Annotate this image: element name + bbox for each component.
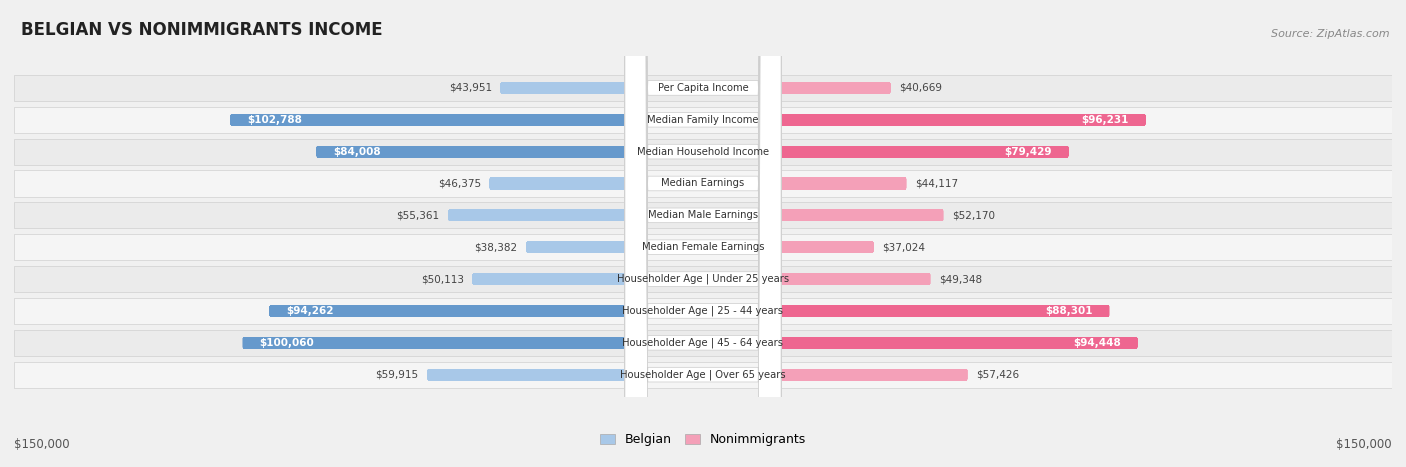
Text: Median Earnings: Median Earnings [661,178,745,189]
Text: $88,301: $88,301 [1045,306,1092,316]
FancyBboxPatch shape [270,305,624,317]
Bar [14,266,1392,292]
Text: $94,262: $94,262 [287,306,333,316]
FancyBboxPatch shape [782,113,1144,126]
FancyBboxPatch shape [624,0,782,467]
Text: $150,000: $150,000 [1336,438,1392,451]
Bar [14,361,1392,388]
Text: $43,951: $43,951 [449,83,492,93]
Bar [14,170,1392,197]
FancyBboxPatch shape [782,241,873,253]
Bar [14,298,1392,324]
Bar [14,234,1392,260]
Text: BELGIAN VS NONIMMIGRANTS INCOME: BELGIAN VS NONIMMIGRANTS INCOME [21,21,382,39]
FancyBboxPatch shape [782,273,929,285]
Bar [14,75,1392,101]
FancyBboxPatch shape [782,82,890,94]
FancyBboxPatch shape [624,0,782,467]
FancyBboxPatch shape [318,146,624,158]
Bar [14,139,1392,165]
FancyBboxPatch shape [624,0,782,467]
Text: $84,008: $84,008 [333,147,381,156]
FancyBboxPatch shape [624,0,782,467]
FancyBboxPatch shape [624,0,782,467]
Text: $37,024: $37,024 [882,242,925,252]
Text: Householder Age | Under 25 years: Householder Age | Under 25 years [617,274,789,284]
Text: $96,231: $96,231 [1081,115,1129,125]
FancyBboxPatch shape [449,209,624,221]
FancyBboxPatch shape [624,0,782,467]
Text: Source: ZipAtlas.com: Source: ZipAtlas.com [1271,29,1389,39]
Text: $79,429: $79,429 [1004,147,1052,156]
Text: $102,788: $102,788 [247,115,302,125]
Text: Per Capita Income: Per Capita Income [658,83,748,93]
FancyBboxPatch shape [782,337,1137,349]
Text: $100,060: $100,060 [260,338,315,348]
Text: $46,375: $46,375 [437,178,481,189]
FancyBboxPatch shape [501,82,624,94]
FancyBboxPatch shape [782,305,1108,317]
FancyBboxPatch shape [782,209,942,221]
Bar [14,106,1392,133]
FancyBboxPatch shape [624,0,782,467]
FancyBboxPatch shape [231,113,624,126]
FancyBboxPatch shape [427,368,624,381]
Text: Median Family Income: Median Family Income [647,115,759,125]
Text: $49,348: $49,348 [939,274,981,284]
FancyBboxPatch shape [527,241,624,253]
FancyBboxPatch shape [782,368,967,381]
FancyBboxPatch shape [782,146,1067,158]
Text: $57,426: $57,426 [976,370,1019,380]
Text: Householder Age | Over 65 years: Householder Age | Over 65 years [620,369,786,380]
Text: $150,000: $150,000 [14,438,70,451]
Text: $59,915: $59,915 [375,370,419,380]
FancyBboxPatch shape [243,337,624,349]
FancyBboxPatch shape [624,0,782,467]
Text: $55,361: $55,361 [396,210,440,220]
Text: $94,448: $94,448 [1073,338,1121,348]
FancyBboxPatch shape [624,0,782,467]
Text: Median Household Income: Median Household Income [637,147,769,156]
Text: $44,117: $44,117 [915,178,957,189]
FancyBboxPatch shape [782,177,905,190]
Text: $40,669: $40,669 [898,83,942,93]
FancyBboxPatch shape [491,177,624,190]
Text: Householder Age | 45 - 64 years: Householder Age | 45 - 64 years [623,338,783,348]
Text: $50,113: $50,113 [420,274,464,284]
Bar [14,202,1392,228]
Legend: Belgian, Nonimmigrants: Belgian, Nonimmigrants [595,429,811,452]
Text: $38,382: $38,382 [474,242,517,252]
Text: $52,170: $52,170 [952,210,995,220]
Bar [14,330,1392,356]
FancyBboxPatch shape [624,0,782,467]
Text: Median Female Earnings: Median Female Earnings [641,242,765,252]
Text: Median Male Earnings: Median Male Earnings [648,210,758,220]
FancyBboxPatch shape [472,273,624,285]
Text: Householder Age | 25 - 44 years: Householder Age | 25 - 44 years [623,306,783,316]
